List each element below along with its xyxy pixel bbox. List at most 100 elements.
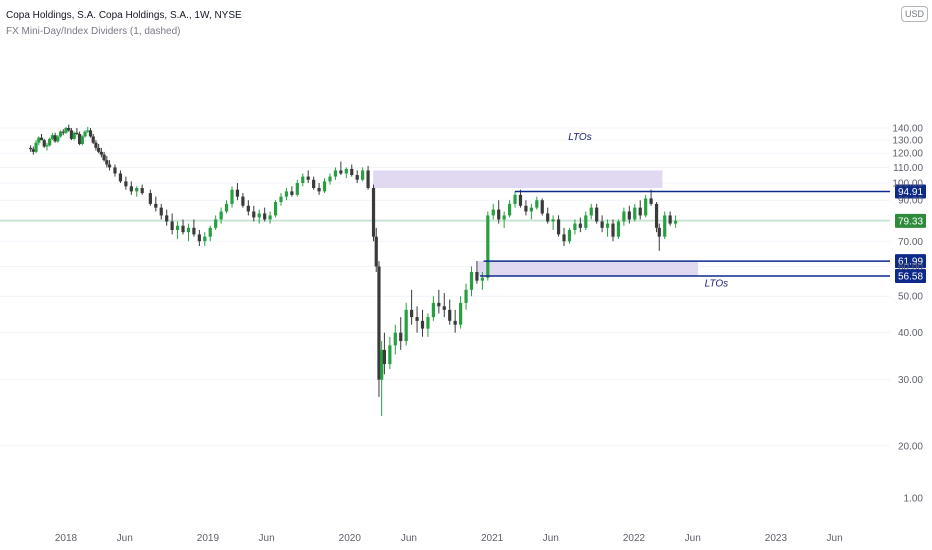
- candle-body[interactable]: [170, 221, 174, 230]
- candle-body[interactable]: [502, 215, 506, 220]
- candle-body[interactable]: [611, 223, 615, 237]
- candle-body[interactable]: [507, 203, 512, 216]
- candle-body[interactable]: [129, 186, 133, 192]
- candle-body[interactable]: [540, 200, 544, 214]
- candle-body[interactable]: [673, 220, 678, 224]
- candle-body[interactable]: [94, 142, 98, 148]
- candle-body[interactable]: [638, 207, 642, 216]
- candle-body[interactable]: [518, 194, 523, 206]
- candle-body[interactable]: [175, 225, 180, 230]
- candle-body[interactable]: [644, 198, 648, 216]
- candle-body[interactable]: [605, 223, 610, 228]
- symbol-title[interactable]: Copa Holdings, S.A. Copa Holdings, S.A.,…: [6, 10, 242, 21]
- candle-body[interactable]: [197, 234, 201, 242]
- candle-body[interactable]: [148, 193, 152, 204]
- candle-body[interactable]: [355, 175, 359, 180]
- candle-body[interactable]: [654, 203, 659, 228]
- candle-body[interactable]: [344, 168, 348, 174]
- candle-body[interactable]: [56, 136, 60, 142]
- candle-body[interactable]: [567, 229, 572, 242]
- candle-body[interactable]: [58, 131, 63, 137]
- candle-body[interactable]: [181, 225, 185, 233]
- candle-body[interactable]: [442, 306, 446, 310]
- candle-body[interactable]: [290, 191, 294, 195]
- candle-body[interactable]: [219, 211, 223, 220]
- candle-body[interactable]: [426, 317, 430, 329]
- candle-body[interactable]: [284, 191, 289, 197]
- candle-body[interactable]: [214, 219, 218, 228]
- candle-body[interactable]: [263, 213, 267, 220]
- candle-body[interactable]: [80, 136, 84, 144]
- candle-body[interactable]: [595, 207, 599, 222]
- candle-body[interactable]: [113, 167, 117, 174]
- candle-body[interactable]: [39, 137, 44, 141]
- candle-body[interactable]: [159, 207, 163, 216]
- candle-body[interactable]: [124, 181, 128, 187]
- candle-body[interactable]: [154, 203, 158, 208]
- candle-body[interactable]: [399, 332, 403, 342]
- candle-body[interactable]: [203, 236, 207, 242]
- candle-body[interactable]: [475, 271, 479, 281]
- candle-body[interactable]: [371, 187, 376, 237]
- candle-body[interactable]: [377, 266, 381, 380]
- candle-body[interactable]: [573, 223, 577, 230]
- candle-body[interactable]: [312, 179, 316, 188]
- candle-body[interactable]: [83, 131, 87, 137]
- candle-body[interactable]: [118, 173, 123, 182]
- candle-body[interactable]: [627, 211, 631, 220]
- candle-body[interactable]: [45, 145, 49, 147]
- candle-body[interactable]: [186, 227, 191, 233]
- candle-body[interactable]: [431, 302, 435, 318]
- candle-body[interactable]: [230, 189, 234, 204]
- candle-body[interactable]: [513, 194, 517, 204]
- candle-body[interactable]: [257, 213, 261, 218]
- candle-body[interactable]: [67, 128, 71, 131]
- candle-body[interactable]: [29, 147, 33, 150]
- candle-body[interactable]: [102, 154, 106, 161]
- candle-body[interactable]: [333, 170, 338, 177]
- candle-body[interactable]: [252, 211, 256, 218]
- candle-body[interactable]: [448, 309, 452, 321]
- candle-body[interactable]: [497, 209, 501, 220]
- candle-body[interactable]: [404, 309, 408, 342]
- candle-body[interactable]: [322, 181, 327, 192]
- candle-body[interactable]: [524, 205, 528, 212]
- candle-body[interactable]: [53, 135, 57, 142]
- candle-body[interactable]: [273, 202, 278, 216]
- candle-body[interactable]: [86, 130, 90, 132]
- candle-body[interactable]: [50, 135, 54, 139]
- candle-body[interactable]: [663, 215, 667, 237]
- candle-body[interactable]: [469, 271, 474, 290]
- zone-rect[interactable]: [373, 170, 663, 188]
- candle-body[interactable]: [328, 176, 332, 182]
- candle-body[interactable]: [99, 151, 103, 155]
- candle-body[interactable]: [246, 205, 250, 212]
- candle-body[interactable]: [616, 221, 621, 237]
- candle-body[interactable]: [97, 147, 101, 152]
- candle-body[interactable]: [241, 196, 245, 206]
- candle-body[interactable]: [268, 215, 272, 220]
- candle-body[interactable]: [69, 130, 74, 139]
- candle-body[interactable]: [600, 221, 604, 228]
- candle-body[interactable]: [317, 187, 321, 192]
- candle-body[interactable]: [72, 132, 76, 139]
- candle-body[interactable]: [622, 211, 626, 222]
- candle-body[interactable]: [388, 345, 392, 365]
- candle-body[interactable]: [529, 207, 533, 212]
- candle-body[interactable]: [339, 170, 343, 174]
- candle-body[interactable]: [562, 234, 566, 242]
- candle-body[interactable]: [382, 349, 387, 365]
- candle-body[interactable]: [78, 133, 82, 144]
- candle-body[interactable]: [88, 130, 93, 137]
- candle-body[interactable]: [380, 349, 384, 380]
- candle-body[interactable]: [546, 213, 550, 222]
- candle-body[interactable]: [459, 302, 463, 325]
- candle-body[interactable]: [535, 200, 539, 208]
- candle-body[interactable]: [437, 302, 441, 307]
- candle-body[interactable]: [105, 160, 109, 165]
- candle-body[interactable]: [301, 176, 305, 183]
- candle-body[interactable]: [480, 277, 484, 281]
- candle-body[interactable]: [75, 132, 79, 134]
- candle-body[interactable]: [366, 170, 370, 188]
- candle-body[interactable]: [350, 168, 354, 176]
